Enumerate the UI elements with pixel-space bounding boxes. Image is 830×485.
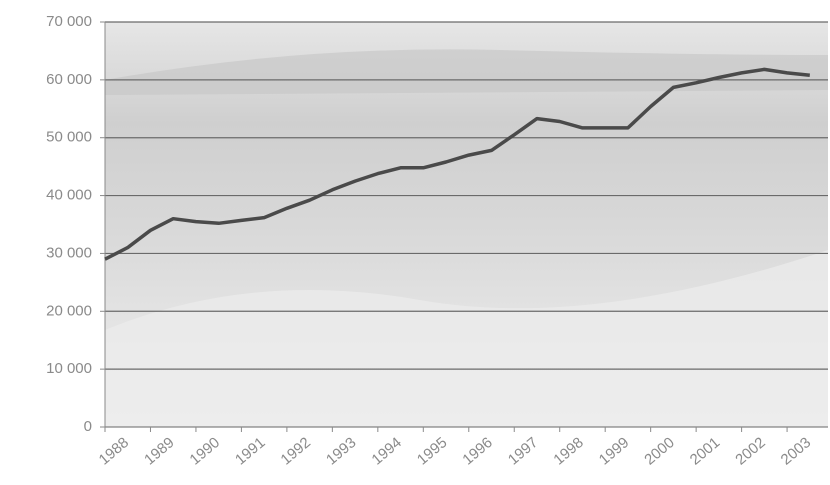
y-tick-label: 0 [84,418,92,435]
data-line [104,67,810,261]
y-tick-label: 70 000 [46,13,92,30]
y-tick-label: 20 000 [46,302,92,319]
y-tick-label: 60 000 [46,71,92,88]
y-tick-label: 50 000 [46,129,92,146]
y-tick-label: 30 000 [46,244,92,261]
meadow [105,250,828,427]
y-tick-label: 40 000 [46,187,92,204]
y-tick-label: 10 000 [46,360,92,377]
hills [105,49,828,95]
